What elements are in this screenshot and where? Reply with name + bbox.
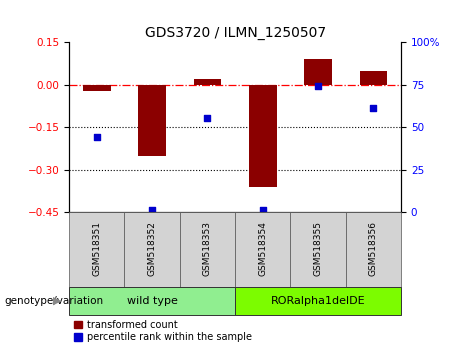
Text: GSM518355: GSM518355 xyxy=(313,221,323,275)
Text: genotype/variation: genotype/variation xyxy=(5,296,104,306)
Bar xyxy=(180,212,235,287)
Text: GSM518356: GSM518356 xyxy=(369,221,378,275)
Bar xyxy=(69,212,124,287)
Bar xyxy=(124,212,180,287)
Point xyxy=(93,135,100,140)
Bar xyxy=(360,71,387,85)
Text: GSM518352: GSM518352 xyxy=(148,221,157,275)
Bar xyxy=(235,212,290,287)
Title: GDS3720 / ILMN_1250507: GDS3720 / ILMN_1250507 xyxy=(145,26,325,40)
Text: GSM518353: GSM518353 xyxy=(203,221,212,275)
Text: wild type: wild type xyxy=(127,296,177,306)
Bar xyxy=(235,287,401,315)
Bar xyxy=(249,85,277,187)
Text: RORalpha1delDE: RORalpha1delDE xyxy=(271,296,366,306)
Point xyxy=(204,115,211,120)
Text: GSM518354: GSM518354 xyxy=(258,221,267,275)
Text: GSM518351: GSM518351 xyxy=(92,221,101,275)
Bar xyxy=(194,79,221,85)
Bar xyxy=(290,212,346,287)
Bar xyxy=(69,287,235,315)
Point xyxy=(148,207,156,212)
Bar xyxy=(346,212,401,287)
Point xyxy=(259,207,266,212)
Legend: transformed count, percentile rank within the sample: transformed count, percentile rank withi… xyxy=(74,320,252,342)
Text: ▶: ▶ xyxy=(53,296,62,306)
Point xyxy=(314,84,322,89)
Bar xyxy=(304,59,332,85)
Point xyxy=(370,105,377,110)
Bar xyxy=(138,85,166,156)
Bar xyxy=(83,85,111,91)
